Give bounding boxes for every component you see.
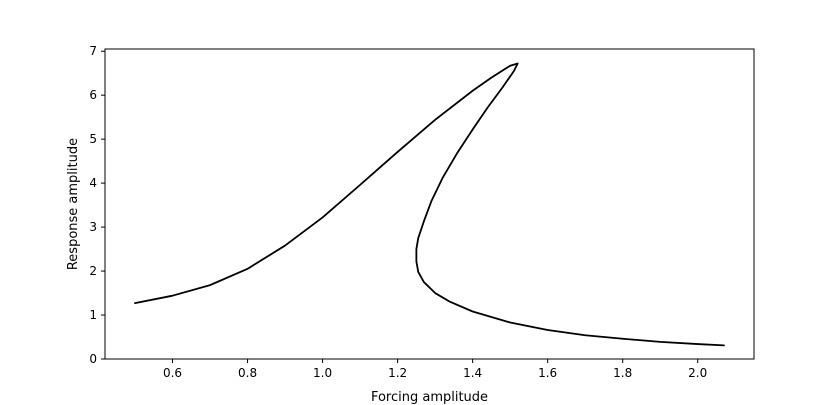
x-tick-label: 1.0 [313,366,332,380]
y-axis-label: Response amplitude [66,138,81,270]
y-tick-label: 7 [89,44,97,58]
x-tick-label: 0.6 [163,366,182,380]
series-line [134,62,725,347]
x-axis-ticks: 0.6 0.8 1.0 1.2 1.4 1.6 1.8 2.0 [163,359,707,380]
x-tick-label: 1.8 [613,366,632,380]
y-tick-label: 6 [89,88,97,102]
plot-frame [104,48,755,360]
x-tick-label: 2.0 [688,366,707,380]
y-tick-label: 5 [89,132,97,146]
x-tick-label: 1.4 [463,366,482,380]
y-tick-label: 0 [89,352,97,366]
y-tick-label: 4 [89,176,97,190]
y-axis-ticks: 0 1 2 3 4 5 6 7 [89,44,105,366]
y-tick-label: 1 [89,308,97,322]
x-tick-label: 1.2 [388,366,407,380]
x-tick-label: 1.6 [538,366,557,380]
y-tick-label: 3 [89,220,97,234]
x-tick-label: 0.8 [238,366,257,380]
y-tick-label: 2 [89,264,97,278]
x-axis-label: Forcing amplitude [371,390,488,405]
